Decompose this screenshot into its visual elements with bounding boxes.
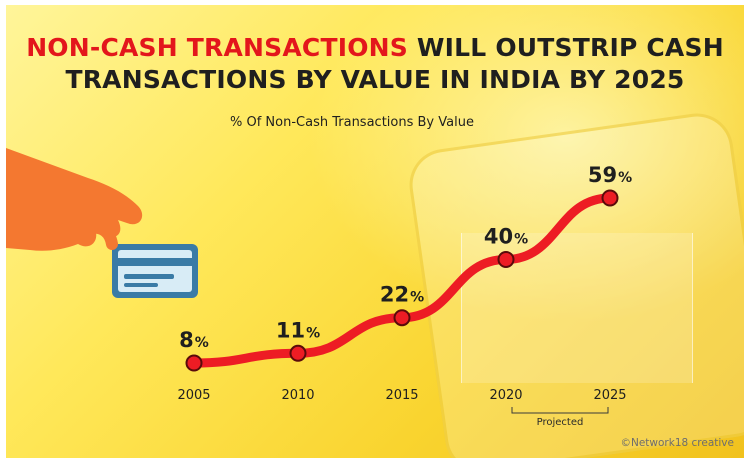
x-tick-label-2025: 2025: [593, 388, 626, 403]
title-highlight: NON-CASH TRANSACTIONS: [26, 33, 408, 62]
title-line2: TRANSACTIONS BY VALUE IN INDIA BY 2025: [65, 65, 685, 94]
projected-bracket: Projected: [511, 407, 609, 428]
credit-text: ©Network18 creative: [620, 437, 734, 449]
infographic: NON-CASH TRANSACTIONS WILL OUTSTRIP CASH…: [6, 5, 744, 458]
data-point-2010: [289, 344, 307, 362]
x-tick-label-2005: 2005: [177, 388, 210, 403]
data-point-2025: [601, 189, 619, 207]
data-point-2005: [185, 354, 203, 372]
x-tick-label-2015: 2015: [385, 388, 418, 403]
series-line: [189, 193, 615, 368]
value-label-2020: 40%: [484, 224, 528, 248]
title-line1-rest: WILL OUTSTRIP CASH: [408, 33, 724, 62]
value-label-2010: 11%: [276, 318, 320, 342]
projected-label: Projected: [537, 417, 584, 428]
hand-icon: [6, 148, 143, 251]
hand-with-card-illustration: [6, 148, 198, 298]
chart-title: % Of Non-Cash Transactions By Value: [230, 115, 474, 130]
background-glow: [306, 5, 744, 325]
credit-card-icon: [112, 244, 198, 298]
value-label-2025: 59%: [588, 163, 632, 187]
x-tick-label-2010: 2010: [281, 388, 314, 403]
x-tick-label-2020: 2020: [489, 388, 522, 403]
value-label-2005: 8%: [179, 328, 209, 352]
data-point-2020: [497, 250, 515, 268]
projected-bracket-line: [511, 407, 609, 414]
page-title: NON-CASH TRANSACTIONS WILL OUTSTRIP CASH…: [6, 32, 744, 96]
chart-canvas: 8% 11% 22% 40% 59% 2005 2010 2015 2020 2025 Proj…: [177, 163, 632, 428]
data-point-2015: [393, 309, 411, 327]
value-label-2015: 22%: [380, 283, 424, 307]
